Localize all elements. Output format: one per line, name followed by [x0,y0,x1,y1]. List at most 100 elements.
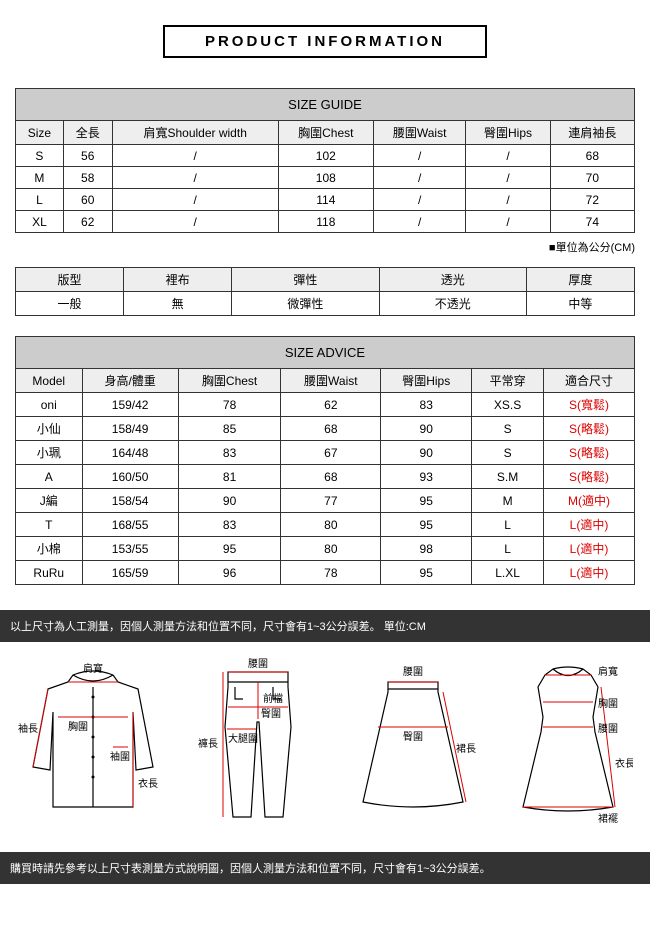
table-cell: 95 [381,489,472,513]
column-header: 臀圍Hips [381,369,472,393]
table-row: 小棉153/55958098LL(適中) [16,537,635,561]
fit-cell: S(略鬆) [544,417,635,441]
table-cell: L.XL [472,561,544,585]
fit-cell: S(略鬆) [544,441,635,465]
table-row: M58/108//70 [16,167,635,189]
table-cell: RuRu [16,561,83,585]
table-cell: 62 [63,211,112,233]
table-cell: / [466,189,550,211]
table-cell: / [373,211,465,233]
table-cell: / [466,211,550,233]
shirt-diagram: 肩寬 胸圍 袖長 袖圍 衣長 [18,657,168,827]
pants-diagram: 腰圍 前檔 臀圍 大腿圍 褲長 [193,657,323,827]
table-cell: S [472,441,544,465]
column-header: 裡布 [124,268,232,292]
column-header: 身高/體重 [82,369,178,393]
table-cell: 83 [178,441,281,465]
table-cell: / [466,145,550,167]
table-cell: M [16,167,64,189]
column-header: 適合尺寸 [544,369,635,393]
table-cell: 153/55 [82,537,178,561]
table-cell: 114 [278,189,373,211]
unit-note: ■單位為公分(CM) [15,239,635,255]
table-row: J編158/54907795MM(適中) [16,489,635,513]
table-cell: 80 [281,513,381,537]
table-cell: L [16,189,64,211]
table-cell: 74 [550,211,634,233]
table-cell: 58 [63,167,112,189]
table-cell: 小棉 [16,537,83,561]
table-cell: 小仙 [16,417,83,441]
svg-text:袖圍: 袖圍 [110,750,130,763]
svg-text:臀圍: 臀圍 [261,708,281,720]
table-row: oni159/42786283XS.SS(寬鬆) [16,393,635,417]
size-guide-table: SIZE GUIDE Size全長肩寬Shoulder width胸圍Chest… [15,88,635,233]
table-cell: 168/55 [82,513,178,537]
table-cell: 98 [381,537,472,561]
svg-text:衣長: 衣長 [138,777,158,790]
table-cell: 68 [281,465,381,489]
table-cell: 96 [178,561,281,585]
table-cell: 微彈性 [232,292,379,316]
table-cell: 80 [281,537,381,561]
table-cell: 102 [278,145,373,167]
table-cell: 90 [381,441,472,465]
table-cell: 160/50 [82,465,178,489]
table-cell: 118 [278,211,373,233]
table-cell: L [472,537,544,561]
dress-diagram: 肩寬 胸圍 腰圍 衣長 裙襬 [503,657,633,827]
measurement-diagrams: 肩寬 胸圍 袖長 袖圍 衣長 腰圍 前檔 臀圍 大腿圍 褲長 腰圍 臀圍 裙長 [0,642,650,842]
table-cell: 165/59 [82,561,178,585]
table-cell: 85 [178,417,281,441]
svg-text:胸圍: 胸圍 [68,720,88,733]
table-cell: 158/54 [82,489,178,513]
table-row: T168/55838095LL(適中) [16,513,635,537]
table-cell: S.M [472,465,544,489]
table-cell: 70 [550,167,634,189]
table-row: 小仙158/49856890SS(略鬆) [16,417,635,441]
table-cell: / [373,167,465,189]
size-advice-title: SIZE ADVICE [16,337,635,369]
table-cell: T [16,513,83,537]
table-row: 一般無微彈性不透光中等 [16,292,635,316]
table-cell: 83 [178,513,281,537]
column-header: Size [16,121,64,145]
table-cell: A [16,465,83,489]
table-cell: 78 [178,393,281,417]
table-cell: L [472,513,544,537]
table-row: S56/102//68 [16,145,635,167]
fit-cell: S(略鬆) [544,465,635,489]
fit-cell: S(寬鬆) [544,393,635,417]
fit-cell: L(適中) [544,561,635,585]
table-cell: 67 [281,441,381,465]
table-cell: 56 [63,145,112,167]
table-row: 小珮164/48836790SS(略鬆) [16,441,635,465]
column-header: 臀圍Hips [466,121,550,145]
table-cell: 83 [381,393,472,417]
table-cell: XL [16,211,64,233]
column-header: 全長 [63,121,112,145]
table-cell: 81 [178,465,281,489]
fit-cell: M(適中) [544,489,635,513]
table-cell: 60 [63,189,112,211]
table-cell: / [466,167,550,189]
column-header: 透光 [379,268,526,292]
column-header: 連肩袖長 [550,121,634,145]
fit-cell: L(適中) [544,537,635,561]
table-cell: / [373,189,465,211]
table-cell: 無 [124,292,232,316]
page-title: PRODUCT INFORMATION [163,25,487,58]
table-row: A160/50816893S.MS(略鬆) [16,465,635,489]
svg-text:袖長: 袖長 [18,722,38,735]
table-cell: oni [16,393,83,417]
table-cell: M [472,489,544,513]
table-cell: 90 [381,417,472,441]
table-cell: 164/48 [82,441,178,465]
table-cell: 77 [281,489,381,513]
svg-text:衣長: 衣長 [615,757,633,770]
table-cell: XS.S [472,393,544,417]
table-row: RuRu165/59967895L.XLL(適中) [16,561,635,585]
column-header: Model [16,369,83,393]
table-cell: 159/42 [82,393,178,417]
svg-text:裙襬: 裙襬 [598,812,618,825]
